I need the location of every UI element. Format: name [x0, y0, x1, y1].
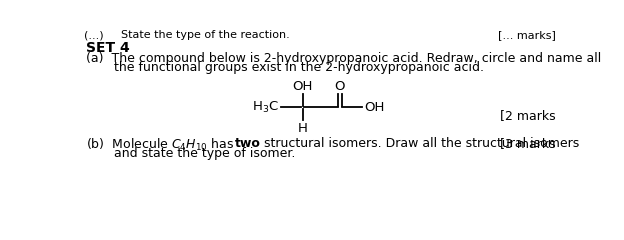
Text: [2 marks: [2 marks	[500, 108, 555, 121]
Text: State the type of the reaction.: State the type of the reaction.	[120, 30, 290, 40]
Text: and state the type of isomer.: and state the type of isomer.	[85, 147, 295, 160]
Text: [3 marks: [3 marks	[500, 137, 555, 150]
Text: structural isomers. Draw all the structural isomers: structural isomers. Draw all the structu…	[260, 137, 580, 150]
Text: [... marks]: [... marks]	[497, 30, 555, 40]
Text: (a)  The compound below is 2-hydroxypropanoic acid. Redraw, circle and name all: (a) The compound below is 2-hydroxypropa…	[85, 52, 601, 65]
Text: OH: OH	[364, 101, 384, 114]
Text: H: H	[298, 122, 308, 135]
Text: (b)  Molecule $C_4H_{10}$ has: (b) Molecule $C_4H_{10}$ has	[85, 137, 235, 153]
Text: two: two	[235, 137, 260, 150]
Text: H$_3$C: H$_3$C	[252, 100, 279, 115]
Text: OH: OH	[293, 80, 313, 93]
Text: the functional groups exist in the 2-hydroxypropanoic acid.: the functional groups exist in the 2-hyd…	[85, 61, 484, 74]
Text: O: O	[334, 80, 345, 93]
Text: SET 4: SET 4	[85, 41, 130, 55]
Text: (...): (...)	[84, 30, 104, 40]
